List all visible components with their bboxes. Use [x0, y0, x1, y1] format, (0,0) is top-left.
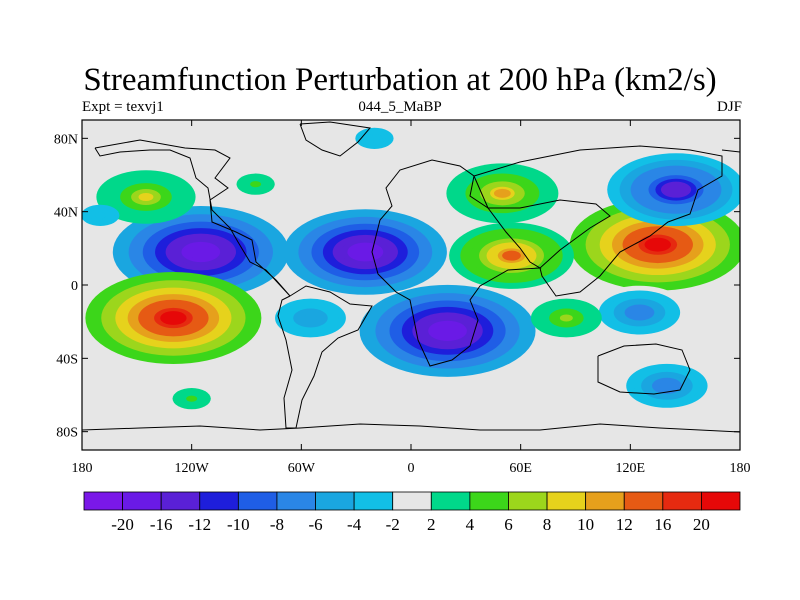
coastline-south-america	[277, 285, 373, 429]
x-axis: 180 120W 60W 0 60E 120E 180	[72, 120, 751, 476]
anomaly-north-pacific-high	[96, 170, 196, 224]
y-tick-label: 0	[71, 279, 78, 294]
x-tick-label: 60E	[509, 461, 532, 476]
contour-band	[250, 181, 262, 188]
colorbar-swatch	[315, 491, 355, 511]
colorbar-swatch	[508, 491, 548, 511]
contour-band	[303, 314, 317, 322]
contour-band	[502, 250, 521, 261]
anomaly-southern-ocean-low	[617, 359, 717, 413]
contour-band	[559, 314, 573, 322]
colorbar-swatch	[662, 491, 702, 511]
anomaly-europe-high	[446, 163, 559, 224]
colorbar: -20 -16 -12 -10 -8 -6 -4 -2 2 4 6 8 10 12 16 20	[83, 491, 741, 534]
anomaly-subantarctic-band	[172, 388, 211, 410]
colorbar-label: -16	[150, 515, 173, 534]
anomaly-australia-low	[589, 285, 690, 340]
contour-band	[186, 395, 198, 402]
x-tick-label: 180	[72, 461, 93, 476]
anomaly-north-pacific-high-2	[236, 173, 275, 195]
colorbar-label: 2	[427, 515, 436, 534]
coastline-alaska-east	[721, 149, 740, 153]
y-axis: 80N 40N 0 40S 80S	[54, 132, 740, 441]
colorbar-swatch	[546, 491, 587, 511]
anomaly-north-pacific-low	[112, 206, 289, 298]
contour-band	[187, 245, 215, 259]
colorbar-label: -12	[188, 515, 211, 534]
colorbar-swatch	[353, 491, 394, 511]
colorbar-label: -10	[227, 515, 250, 534]
colorbar-label: 4	[466, 515, 475, 534]
colorbar-swatch	[160, 491, 201, 511]
contour-band	[368, 135, 380, 142]
colorbar-label: -4	[347, 515, 362, 534]
coastline-europe-africa	[371, 159, 542, 367]
colorbar-label: -20	[111, 515, 134, 534]
contour-band	[659, 381, 675, 390]
contour-band	[632, 308, 647, 317]
coastline-asia	[473, 145, 723, 297]
y-tick-label: 80S	[56, 426, 78, 441]
x-tick-label: 60W	[288, 461, 316, 476]
anomaly-south-pacific-high	[85, 272, 262, 364]
anomaly-arctic-low	[355, 127, 394, 149]
colorbar-label: 12	[616, 515, 633, 534]
colorbar-swatch	[392, 491, 432, 511]
season-label: DJF	[716, 99, 742, 115]
x-tick-label: 120E	[616, 461, 646, 476]
colorbar-label: -2	[386, 515, 400, 534]
colorbar-swatch	[623, 491, 664, 511]
chart-title: Streamfunction Perturbation at 200 hPa (…	[83, 62, 717, 98]
contour-band	[353, 245, 378, 259]
colorbar-label: 10	[577, 515, 594, 534]
x-tick-label: 0	[408, 461, 415, 476]
colorbar-label: 16	[654, 515, 671, 534]
experiment-label: Expt = texvj1	[82, 99, 164, 115]
contour-band	[665, 184, 687, 196]
colorbar-label: -8	[270, 515, 284, 534]
anomaly-africa-south-low	[359, 284, 536, 377]
anomaly-dateline-low-north	[82, 204, 120, 226]
contour-band	[94, 212, 106, 219]
y-tick-label: 80N	[54, 132, 78, 147]
x-tick-label: 120W	[175, 461, 210, 476]
contour-band	[138, 192, 154, 202]
colorbar-swatch	[276, 491, 316, 511]
colorbar-swatch	[237, 491, 278, 511]
colorbar-label: 20	[693, 515, 710, 534]
colorbar-swatch	[701, 491, 741, 511]
contour-band	[160, 311, 187, 325]
contour-field	[82, 127, 740, 413]
colorbar-label: 8	[543, 515, 552, 534]
colorbar-swatch	[585, 491, 625, 511]
y-tick-label: 40S	[56, 352, 78, 367]
colorbar-swatch	[430, 491, 471, 511]
x-tick-label: 180	[730, 461, 751, 476]
colorbar-swatch	[122, 491, 162, 511]
colorbar-label: -6	[308, 515, 322, 534]
anomaly-south-indian-high	[530, 298, 602, 338]
case-label: 044_5_MaBP	[358, 99, 442, 115]
colorbar-swatch	[83, 491, 123, 511]
contour-band	[644, 237, 671, 252]
y-tick-label: 40N	[54, 206, 78, 221]
anomaly-siberia-low	[607, 153, 740, 227]
colorbar-label: 6	[504, 515, 513, 534]
coastline-greenland	[299, 121, 371, 157]
anomaly-arabia-high	[449, 222, 574, 289]
anomaly-north-atlantic-low	[283, 209, 447, 295]
coastline-australia	[597, 343, 691, 395]
contour-band	[434, 323, 461, 338]
colorbar-swatch	[469, 491, 509, 511]
contour-band	[493, 188, 511, 198]
colorbar-swatch	[199, 491, 239, 511]
coastline-antarctica	[82, 423, 740, 433]
anomaly-south-atlantic-low	[275, 298, 346, 338]
coastlines	[82, 121, 740, 433]
